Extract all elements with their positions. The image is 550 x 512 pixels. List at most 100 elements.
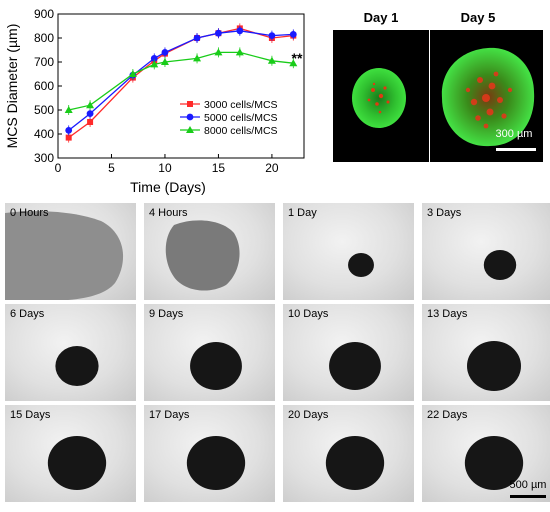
tile-time-label: 1 Day: [288, 207, 317, 219]
day1-spheroid: [352, 68, 406, 128]
series-line: [68, 51, 294, 111]
series-2: [65, 25, 297, 136]
timelapse-tile: 15 Days: [5, 405, 136, 502]
data-point: [150, 60, 159, 68]
spheroid: [47, 436, 107, 490]
data-point: [289, 31, 297, 38]
x-tick-label: 10: [158, 161, 172, 175]
timelapse-scale-bar: [510, 495, 546, 498]
spheroid: [186, 436, 246, 490]
tile-time-label: 20 Days: [288, 409, 329, 421]
tile-micrograph: [5, 211, 124, 300]
timelapse-scale-bar-label: 500 µm: [509, 479, 547, 491]
day5-red-cells: [465, 71, 513, 129]
timelapse-tile: 20 Days: [283, 405, 414, 502]
fluo-scale-bar: [496, 148, 536, 151]
day1-fluorescence-image: [333, 30, 429, 162]
data-point: [65, 134, 72, 141]
fluorescence-panel: Day 1 Day 5: [333, 0, 543, 170]
spheroid: [329, 342, 381, 390]
tile-micrograph: [47, 436, 107, 490]
tile-micrograph: [186, 436, 246, 490]
diameter-chart-panel: 300 400 500 600 700 800 900 0 5 10 15 20 MCS Diame…: [0, 0, 310, 200]
cell-monolayer: [5, 211, 124, 300]
day1-label: Day 1: [363, 10, 399, 25]
day1-red-cells: [367, 82, 390, 114]
legend-entry: 8000 cells/MCS: [204, 125, 278, 137]
data-point: [64, 106, 73, 113]
data-point: [86, 110, 94, 117]
legend-marker: [187, 101, 193, 107]
tile-time-label: 15 Days: [10, 409, 51, 421]
legend-entry: 5000 cells/MCS: [204, 112, 278, 124]
data-point: [215, 29, 222, 37]
legend-entry: 3000 cells/MCS: [204, 99, 278, 111]
data-point: [65, 126, 73, 134]
fluo-scale-bar-label: 300 µm: [495, 128, 533, 140]
data-point: [193, 34, 201, 42]
legend-marker: [186, 126, 194, 133]
tile-micrograph: [483, 250, 517, 280]
spheroid: [464, 436, 524, 490]
data-point: [160, 58, 169, 65]
timelapse-tile: 9 Days: [144, 304, 275, 401]
timelapse-tile: 4 Hours: [144, 203, 275, 300]
data-point: [128, 70, 137, 77]
timelapse-tile: 17 Days: [144, 405, 275, 502]
spheroid: [55, 346, 99, 386]
day5-label: Day 5: [460, 10, 496, 25]
tile-time-label: 13 Days: [427, 308, 468, 320]
y-tick-label: 300: [34, 151, 54, 165]
tile-time-label: 3 Days: [427, 207, 462, 219]
tile-time-label: 9 Days: [149, 308, 184, 320]
tile-micrograph: [329, 342, 381, 390]
x-axis-label: Time (Days): [130, 179, 206, 195]
tile-time-label: 22 Days: [427, 409, 468, 421]
spheroid: [325, 436, 385, 490]
y-tick-label: 900: [34, 7, 54, 21]
y-tick-label: 600: [34, 79, 54, 93]
data-point: [193, 54, 202, 62]
data-point: [161, 49, 169, 56]
timelapse-grid: 0 Hours 4 Hours 1 Day 3 Days 6 Days 9 Days 10 …: [5, 203, 550, 509]
y-tick-label: 800: [34, 31, 54, 45]
data-point: [86, 101, 95, 109]
tile-micrograph: [464, 436, 546, 498]
spheroid: [483, 250, 517, 280]
x-tick-label: 20: [265, 161, 279, 175]
y-tick-label: 400: [34, 127, 54, 141]
y-tick-label: 700: [34, 55, 54, 69]
day5-fluorescence-image: 300 µm: [430, 30, 543, 162]
significance-annotation: **: [292, 50, 303, 66]
tile-micrograph: [467, 341, 521, 391]
legend-marker: [186, 113, 194, 121]
tile-micrograph: [165, 220, 240, 291]
cell-aggregate: [165, 220, 240, 291]
x-tick-label: 0: [55, 161, 62, 175]
series-line: [68, 30, 294, 131]
data-point: [87, 119, 94, 125]
timelapse-tile: 1 Day: [283, 203, 414, 300]
timelapse-tile: 13 Days: [422, 304, 550, 401]
timelapse-tile: 22 Days 500 µm: [422, 405, 550, 502]
spheroid: [190, 342, 242, 390]
series-3: [64, 47, 298, 115]
timelapse-tile: 0 Hours: [5, 203, 136, 300]
spheroid: [467, 341, 521, 391]
data-point: [214, 48, 223, 56]
data-point: [289, 59, 298, 67]
data-point: [267, 56, 276, 64]
y-tick-label: 500: [34, 103, 54, 117]
diameter-chart: 300 400 500 600 700 800 900 0 5 10 15 20 MCS Diame…: [4, 7, 305, 195]
y-axis-label: MCS Diameter (µm): [4, 24, 20, 149]
data-point: [236, 27, 244, 35]
x-tick-label: 15: [212, 161, 226, 175]
tile-micrograph: [55, 346, 99, 386]
tile-time-label: 10 Days: [288, 308, 329, 320]
tile-time-label: 0 Hours: [10, 207, 49, 219]
tile-micrograph: [325, 436, 385, 490]
tile-micrograph: [190, 342, 242, 390]
x-tick-label: 5: [108, 161, 115, 175]
data-point: [150, 55, 158, 62]
